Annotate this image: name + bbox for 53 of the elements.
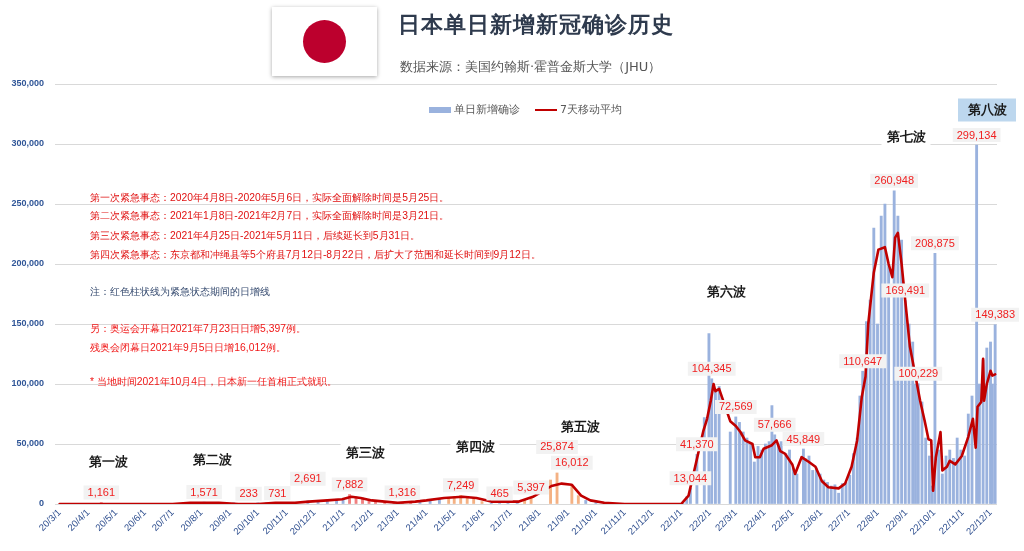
data-label: 169,491	[885, 284, 926, 297]
annotation: 第五波	[559, 419, 601, 435]
annotation: 第七波	[885, 129, 927, 145]
annotation: 第四次紧急事态：东京都和冲绳县等5个府县7月12日-8月22日，后扩大了范围和延长时间到9月12日。	[90, 248, 541, 261]
annotation: 第三波	[344, 445, 386, 461]
data-label: 100,229	[898, 367, 939, 380]
data-label: 5,397	[517, 481, 545, 494]
data-label: 13,044	[673, 471, 708, 484]
y-tick-label: 250,000	[11, 198, 44, 209]
annotation: 第四波	[454, 439, 496, 455]
data-label: 299,134	[956, 128, 997, 141]
data-label: 260,948	[874, 174, 915, 187]
annotation: 第二波	[191, 452, 233, 468]
data-label: 1,316	[388, 485, 417, 498]
y-tick-label: 150,000	[11, 318, 44, 329]
data-label: 72,569	[718, 400, 753, 413]
data-label: 233	[239, 487, 258, 500]
annotation: 注：红色柱状线为紧急状态期间的日增线	[90, 285, 270, 298]
data-label: 57,666	[757, 418, 792, 431]
y-tick-label: 350,000	[11, 78, 44, 89]
legend-label: 单日新增确诊	[454, 103, 520, 117]
data-label: 2,691	[294, 472, 322, 485]
y-tick-label: 50,000	[16, 438, 44, 449]
data-label: 149,383	[975, 308, 1016, 321]
data-label: 465	[490, 486, 509, 499]
annotation: 残奥会闭幕日2021年9月5日日增16,012例。	[90, 341, 286, 354]
annotation: 另：奥运会开幕日2021年7月23日日增5,397例。	[90, 322, 306, 335]
data-label: 7,882	[335, 478, 364, 491]
data-label: 731	[268, 486, 287, 499]
chart-title: 日本单日新增新冠确诊历史	[398, 11, 674, 39]
data-label: 208,875	[915, 236, 955, 249]
annotation: 第一波	[87, 454, 129, 470]
data-label: 1,161	[87, 486, 116, 499]
data-label: 7,249	[446, 478, 475, 491]
annotation: 第六波	[705, 284, 747, 300]
data-label: 1,571	[190, 485, 218, 498]
annotation: 第八波	[966, 102, 1008, 118]
annotation: 第一次紧急事态：2020年4月8日-2020年5月6日，实际全面解除时间是5月25日。	[90, 191, 450, 204]
data-label: 104,345	[691, 362, 732, 375]
legend-label: 7天移动平均	[560, 103, 622, 117]
data-label: 110,647	[843, 354, 883, 367]
data-label: 16,012	[555, 456, 589, 469]
chart-subtitle: 数据来源：美国约翰斯·霍普金斯大学（JHU）	[400, 58, 662, 76]
data-label: 41,370	[680, 437, 714, 450]
annotation: 第二次紧急事态：2021年1月8日-2021年2月7日，实际全面解除时间是3月21日。	[90, 209, 450, 222]
y-tick-label: 100,000	[11, 378, 44, 389]
y-tick-label: 300,000	[11, 138, 44, 149]
y-tick-label: 0	[38, 498, 44, 509]
data-label: 25,874	[540, 440, 574, 453]
data-label: 45,849	[786, 432, 821, 445]
y-tick-label: 200,000	[11, 258, 44, 269]
annotation: 第三次紧急事态：2021年4月25日-2021年5月11日，后续延长到5月31日。	[90, 229, 421, 242]
annotation: * 当地时间2021年10月4日，日本新一任首相正式就职。	[90, 375, 337, 388]
